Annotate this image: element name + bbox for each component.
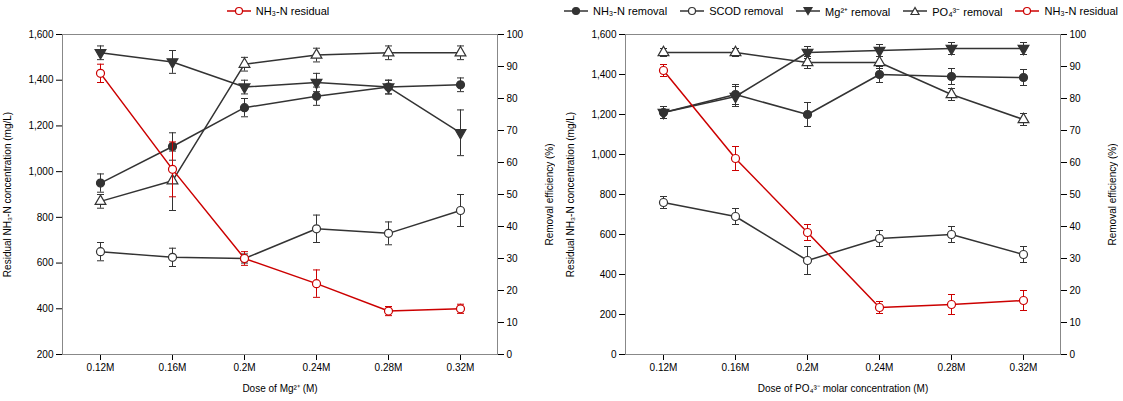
svg-text:200: 200 <box>37 349 54 360</box>
svg-text:0.12M: 0.12M <box>650 362 678 373</box>
svg-text:Removal efficiency (%): Removal efficiency (%) <box>1107 143 1118 245</box>
svg-text:10: 10 <box>507 317 519 328</box>
svg-text:1,600: 1,600 <box>28 29 53 40</box>
svg-text:Dose of PO₄³⁻ molar concentrat: Dose of PO₄³⁻ molar concentration (M) <box>758 383 928 394</box>
svg-text:0.28M: 0.28M <box>938 362 966 373</box>
svg-text:0.2M: 0.2M <box>796 362 818 373</box>
svg-text:1,400: 1,400 <box>28 74 53 85</box>
svg-text:0.16M: 0.16M <box>722 362 750 373</box>
svg-text:800: 800 <box>600 189 617 200</box>
html-text:SCOD removal: SCOD removal <box>709 5 784 17</box>
svg-text:1,000: 1,000 <box>591 149 616 160</box>
svg-text:0: 0 <box>1070 349 1076 360</box>
svg-text:90: 90 <box>507 61 519 72</box>
svg-text:100: 100 <box>1070 29 1087 40</box>
svg-text:0.24M: 0.24M <box>303 362 331 373</box>
svg-text:0.28M: 0.28M <box>375 362 403 373</box>
svg-text:40: 40 <box>1070 221 1082 232</box>
html-text:NH₃-N residual: NH₃-N residual <box>255 5 330 17</box>
svg-text:0.12M: 0.12M <box>87 362 115 373</box>
svg-text:800: 800 <box>37 212 54 223</box>
svg-text:20: 20 <box>507 285 519 296</box>
svg-text:Dose of Mg²⁺ (M): Dose of Mg²⁺ (M) <box>242 383 317 394</box>
svg-text:1,200: 1,200 <box>28 120 53 131</box>
svg-text:70: 70 <box>507 125 519 136</box>
svg-text:0.24M: 0.24M <box>866 362 894 373</box>
svg-text:1,400: 1,400 <box>591 69 616 80</box>
svg-text:600: 600 <box>600 229 617 240</box>
svg-text:0.32M: 0.32M <box>1010 362 1038 373</box>
html-text:PO₄³⁻ removal: PO₄³⁻ removal <box>932 5 1003 18</box>
svg-text:80: 80 <box>1070 93 1082 104</box>
svg-text:1,600: 1,600 <box>591 29 616 40</box>
svg-text:50: 50 <box>1070 189 1082 200</box>
svg-text:200: 200 <box>600 309 617 320</box>
svg-text:0.2M: 0.2M <box>233 362 255 373</box>
svg-text:400: 400 <box>37 303 54 314</box>
svg-text:20: 20 <box>1070 285 1082 296</box>
svg-text:30: 30 <box>1070 253 1082 264</box>
svg-text:40: 40 <box>507 221 519 232</box>
svg-text:Residual NH₃-N concentration (: Residual NH₃-N concentration (mg/L) <box>565 112 576 277</box>
svg-text:Residual NH₃-N concentration (: Residual NH₃-N concentration (mg/L) <box>2 112 13 277</box>
svg-text:Removal efficiency (%): Removal efficiency (%) <box>544 143 555 245</box>
html-text:Mg²⁺ removal: Mg²⁺ removal <box>825 5 891 18</box>
svg-text:600: 600 <box>37 257 54 268</box>
svg-text:0.16M: 0.16M <box>159 362 187 373</box>
svg-text:0.32M: 0.32M <box>447 362 475 373</box>
svg-text:1,000: 1,000 <box>28 166 53 177</box>
html-text:NH₃-N removal: NH₃-N removal <box>593 5 668 17</box>
svg-text:0: 0 <box>507 349 513 360</box>
svg-text:60: 60 <box>1070 157 1082 168</box>
svg-text:0: 0 <box>611 349 617 360</box>
svg-text:10: 10 <box>1070 317 1082 328</box>
svg-text:60: 60 <box>507 157 519 168</box>
svg-text:90: 90 <box>1070 61 1082 72</box>
svg-text:1,200: 1,200 <box>591 109 616 120</box>
svg-text:70: 70 <box>1070 125 1082 136</box>
svg-text:50: 50 <box>507 189 519 200</box>
html-text:NH₃-N residual: NH₃-N residual <box>1044 5 1118 17</box>
svg-text:400: 400 <box>600 269 617 280</box>
svg-text:30: 30 <box>507 253 519 264</box>
svg-text:100: 100 <box>507 29 524 40</box>
svg-text:80: 80 <box>507 93 519 104</box>
